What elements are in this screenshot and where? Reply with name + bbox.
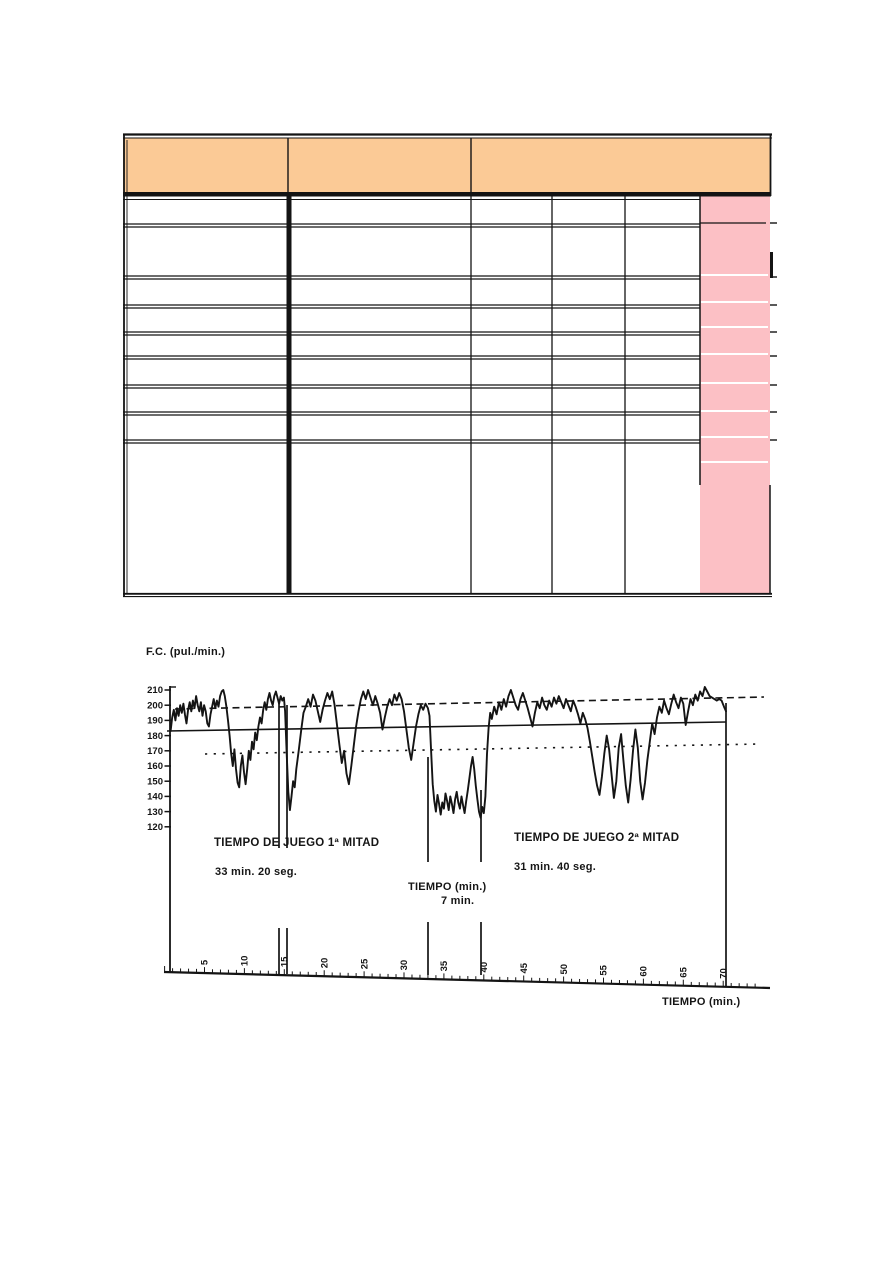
y-tick-label: 170 (147, 746, 163, 757)
first-half-label: TIEMPO DE JUEGO 1ª MITAD (214, 837, 380, 849)
x-tick-label: 40 (479, 962, 490, 973)
x-tick-label: 5 (200, 959, 211, 965)
y-tick-label: 180 (147, 731, 163, 742)
x-tick-label: 60 (639, 966, 650, 977)
table-thick-column-divider (286, 196, 292, 593)
chart-y-axis-title: F.C. (pul./min.) (146, 646, 226, 658)
heart-rate-trace (169, 686, 727, 819)
x-tick-label: 15 (280, 956, 291, 967)
x-tick-label: 30 (399, 960, 410, 971)
reference-line-solid (166, 721, 727, 732)
x-tick-label: 45 (519, 962, 530, 973)
y-tick-label: 120 (147, 822, 163, 833)
second-half-label: TIEMPO DE JUEGO 2ª MITAD (514, 832, 680, 844)
y-tick-label: 200 (147, 700, 163, 711)
x-tick-label: 20 (319, 958, 330, 969)
y-tick-label: 190 (147, 716, 163, 727)
x-tick-label: 55 (599, 964, 610, 975)
y-tick-label: 160 (147, 761, 163, 772)
x-axis-line (163, 970, 771, 990)
table-header-bottom-bar (123, 192, 771, 197)
x-tick-label: 65 (679, 966, 690, 977)
x-tick-label: 25 (359, 958, 370, 969)
y-tick-label: 210 (147, 685, 163, 696)
x-tick-label: 50 (559, 964, 570, 975)
second-half-duration: 31 min. 40 seg. (514, 861, 597, 873)
x-tick-label: 35 (439, 960, 450, 971)
first-half-duration: 33 min. 20 seg. (215, 866, 298, 878)
y-tick-label: 130 (147, 807, 163, 818)
reference-line-dotted (204, 743, 761, 755)
x-tick-label: 70 (718, 968, 729, 979)
y-tick-label: 140 (147, 792, 163, 803)
table-pink-column-fill (700, 196, 770, 593)
x-tick-label: 10 (240, 956, 251, 967)
chart-x-axis-title: TIEMPO (min.) (662, 996, 741, 1008)
y-tick-label: 150 (147, 776, 163, 787)
reference-line-dashed (174, 696, 765, 710)
table-header-fill (123, 138, 770, 192)
break-duration: 7 min. (441, 895, 475, 907)
break-label: TIEMPO (min.) (408, 881, 487, 893)
